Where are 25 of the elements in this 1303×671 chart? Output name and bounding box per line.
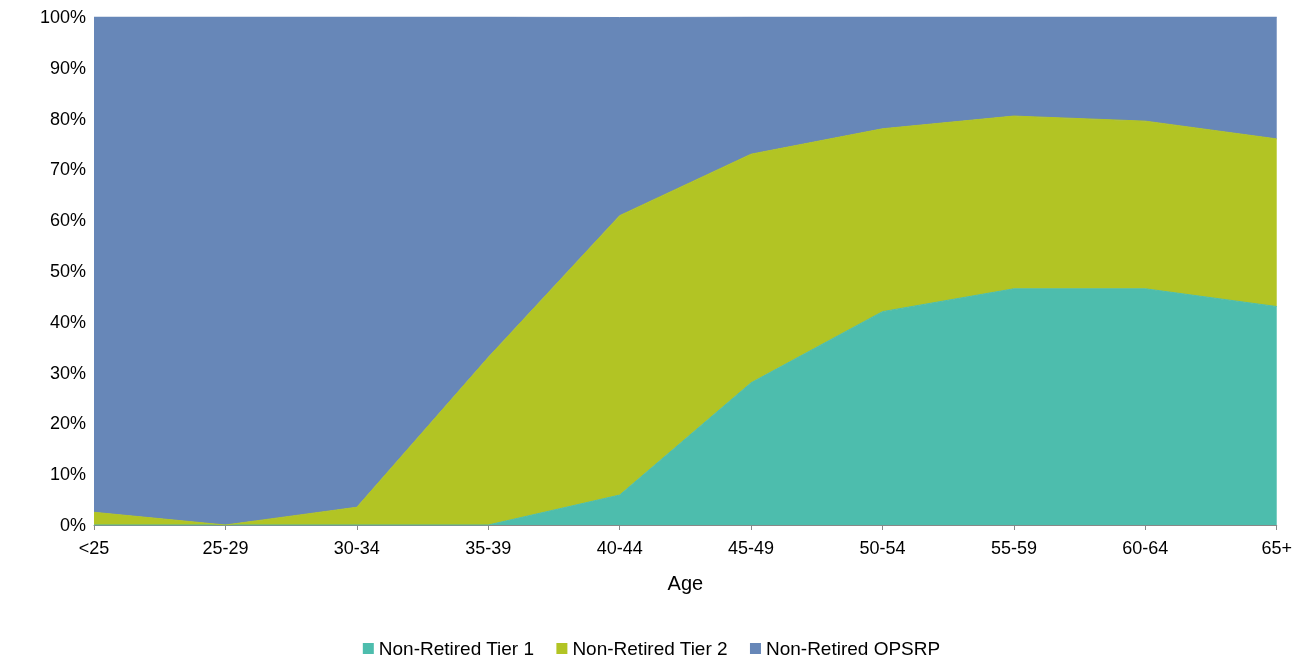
x-tick-label: <25 <box>78 538 110 558</box>
legend-label: Non-Retired Tier 2 <box>572 638 728 659</box>
y-tick-label: 80% <box>49 108 86 129</box>
y-tick-label: 100% <box>39 7 86 27</box>
x-tick-label: 35-39 <box>465 538 512 558</box>
x-tick-label: 50-54 <box>859 538 906 558</box>
x-tick-label: 45-49 <box>728 538 775 558</box>
x-tick-label: 25-29 <box>202 538 249 558</box>
x-tick-label: 65+ <box>1261 538 1293 558</box>
y-tick-label: 60% <box>49 210 86 231</box>
y-tick-label: 0% <box>59 515 86 535</box>
x-axis-title: Age <box>667 572 704 594</box>
y-tick-label: 90% <box>49 57 86 78</box>
x-tick-label: 40-44 <box>596 538 643 558</box>
y-tick-label: 40% <box>49 311 86 332</box>
legend-label: Non-Retired Tier 1 <box>378 638 535 659</box>
y-tick-label: 70% <box>49 159 86 180</box>
x-tick-label: 55-59 <box>990 538 1037 558</box>
y-tick-label: 20% <box>49 413 86 434</box>
legend-label: Non-Retired OPSRP <box>765 638 941 659</box>
y-tick-label: 50% <box>49 261 86 281</box>
y-tick-label: 10% <box>49 464 86 485</box>
x-tick-label: 60-64 <box>1122 538 1169 558</box>
x-tick-label: 30-34 <box>333 538 380 558</box>
y-tick-label: 30% <box>49 362 86 383</box>
